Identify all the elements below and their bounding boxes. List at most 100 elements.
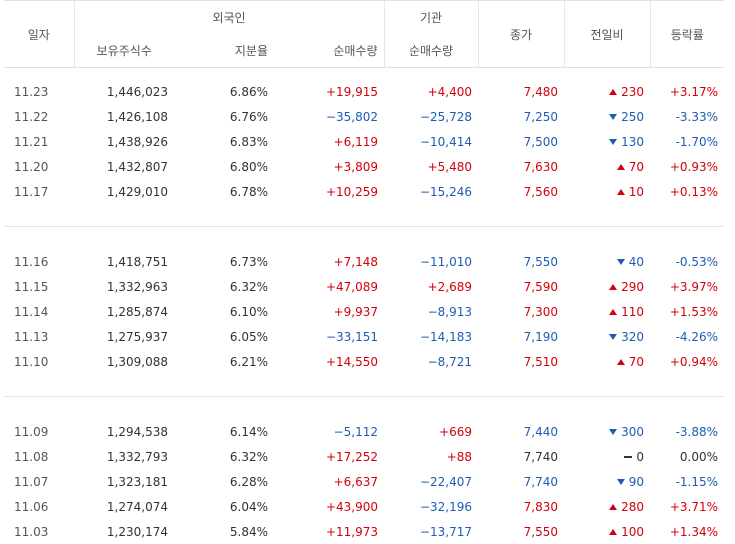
change-value: 250: [621, 110, 644, 124]
header-change: 전일비: [564, 1, 650, 68]
header-foreign: 외국인: [74, 1, 384, 35]
holdings-cell: 1,294,538: [74, 419, 174, 444]
date-cell: 11.20: [4, 154, 74, 179]
group-gap-row: [4, 227, 724, 249]
down-triangle-icon: [609, 429, 617, 435]
date-cell: 11.09: [4, 419, 74, 444]
up-triangle-icon: [609, 284, 617, 290]
down-triangle-icon: [609, 114, 617, 120]
rate-cell: +3.17%: [650, 79, 724, 104]
rate-cell: +0.94%: [650, 349, 724, 374]
group-gap-row: [4, 374, 724, 397]
investor-trading-table: 일자 외국인 기관 종가 전일비 등락률 보유주식수 지분율 순매수량 순매수량…: [4, 0, 724, 544]
rate-cell: +0.13%: [650, 179, 724, 204]
share-ratio-cell: 6.04%: [174, 494, 274, 519]
holdings-cell: 1,332,793: [74, 444, 174, 469]
foreign-net-cell: +47,089: [274, 274, 384, 299]
date-cell: 11.22: [4, 104, 74, 129]
rate-cell: -0.53%: [650, 249, 724, 274]
date-cell: 11.21: [4, 129, 74, 154]
foreign-net-cell: +7,148: [274, 249, 384, 274]
up-triangle-icon: [617, 359, 625, 365]
holdings-cell: 1,332,963: [74, 274, 174, 299]
foreign-net-cell: +6,119: [274, 129, 384, 154]
rate-cell: +0.93%: [650, 154, 724, 179]
inst-net-cell: −8,721: [384, 349, 478, 374]
date-cell: 11.08: [4, 444, 74, 469]
foreign-net-cell: −5,112: [274, 419, 384, 444]
foreign-net-cell: +17,252: [274, 444, 384, 469]
change-value: 100: [621, 525, 644, 539]
date-cell: 11.16: [4, 249, 74, 274]
gap-cell: [4, 204, 724, 227]
gap-cell: [4, 227, 724, 249]
rate-cell: 0.00%: [650, 444, 724, 469]
date-cell: 11.10: [4, 349, 74, 374]
table-header: 일자 외국인 기관 종가 전일비 등락률 보유주식수 지분율 순매수량 순매수량: [4, 1, 724, 68]
down-triangle-icon: [609, 139, 617, 145]
holdings-cell: 1,230,174: [74, 519, 174, 544]
share-ratio-cell: 6.10%: [174, 299, 274, 324]
header-foreign-net: 순매수량: [274, 34, 384, 68]
rate-cell: +3.71%: [650, 494, 724, 519]
close-price-cell: 7,550: [478, 519, 564, 544]
foreign-net-cell: +43,900: [274, 494, 384, 519]
share-ratio-cell: 6.80%: [174, 154, 274, 179]
inst-net-cell: −11,010: [384, 249, 478, 274]
date-cell: 11.13: [4, 324, 74, 349]
change-value: 70: [629, 160, 644, 174]
holdings-cell: 1,426,108: [74, 104, 174, 129]
change-cell: 300: [564, 419, 650, 444]
foreign-net-cell: +14,550: [274, 349, 384, 374]
close-price-cell: 7,300: [478, 299, 564, 324]
rate-cell: -3.88%: [650, 419, 724, 444]
group-gap-row: [4, 204, 724, 227]
up-triangle-icon: [609, 89, 617, 95]
foreign-net-cell: +3,809: [274, 154, 384, 179]
change-cell: 0: [564, 444, 650, 469]
change-cell: 70: [564, 349, 650, 374]
rate-cell: -1.70%: [650, 129, 724, 154]
change-value: 300: [621, 425, 644, 439]
rate-cell: -3.33%: [650, 104, 724, 129]
change-cell: 290: [564, 274, 650, 299]
gap-cell: [4, 397, 724, 419]
inst-net-cell: +5,480: [384, 154, 478, 179]
close-price-cell: 7,480: [478, 79, 564, 104]
change-cell: 10: [564, 179, 650, 204]
share-ratio-cell: 6.14%: [174, 419, 274, 444]
holdings-cell: 1,438,926: [74, 129, 174, 154]
rate-cell: -1.15%: [650, 469, 724, 494]
spacer-cell: [4, 68, 724, 80]
close-price-cell: 7,560: [478, 179, 564, 204]
share-ratio-cell: 6.78%: [174, 179, 274, 204]
change-cell: 90: [564, 469, 650, 494]
change-value: 10: [629, 185, 644, 199]
share-ratio-cell: 6.05%: [174, 324, 274, 349]
change-cell: 320: [564, 324, 650, 349]
inst-net-cell: −25,728: [384, 104, 478, 129]
down-triangle-icon: [617, 259, 625, 265]
share-ratio-cell: 6.76%: [174, 104, 274, 129]
rate-cell: +1.53%: [650, 299, 724, 324]
header-date: 일자: [4, 1, 74, 68]
close-price-cell: 7,830: [478, 494, 564, 519]
change-cell: 110: [564, 299, 650, 324]
change-value: 280: [621, 500, 644, 514]
inst-net-cell: +2,689: [384, 274, 478, 299]
rate-cell: -4.26%: [650, 324, 724, 349]
close-price-cell: 7,440: [478, 419, 564, 444]
change-value: 110: [621, 305, 644, 319]
share-ratio-cell: 6.32%: [174, 444, 274, 469]
share-ratio-cell: 6.28%: [174, 469, 274, 494]
inst-net-cell: −15,246: [384, 179, 478, 204]
holdings-cell: 1,285,874: [74, 299, 174, 324]
share-ratio-cell: 6.21%: [174, 349, 274, 374]
inst-net-cell: +88: [384, 444, 478, 469]
